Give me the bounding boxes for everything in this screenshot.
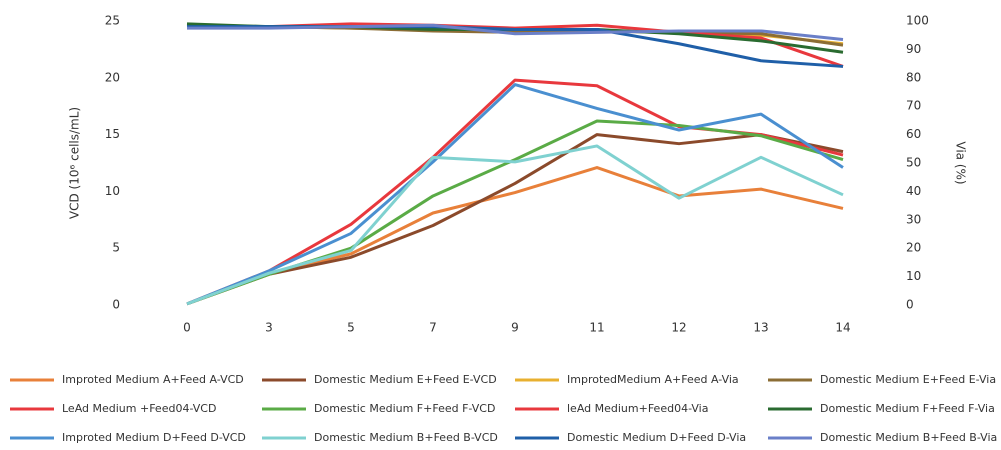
legend-label: Domestic Medium B+Feed B-Via	[820, 431, 997, 444]
y2-axis-label: Via (%)	[954, 141, 968, 184]
y2-tick-label: 0	[906, 298, 914, 312]
x-tick-label: 12	[671, 321, 686, 335]
legend-label: leAd Medium+Feed04-Via	[567, 402, 708, 415]
y2-tick-label: 90	[906, 42, 921, 56]
y2-tick-label: 50	[906, 156, 921, 170]
y2-tick-label: 10	[906, 269, 921, 283]
y-tick-label: 0	[112, 298, 120, 312]
legend-label: Domestic Medium E+Feed E-Via	[820, 373, 996, 386]
y-tick-label: 5	[112, 241, 120, 255]
x-tick-label: 14	[835, 321, 850, 335]
legend-label: Improted Medium A+Feed A-VCD	[62, 373, 244, 386]
x-tick-label: 3	[265, 321, 273, 335]
legend-label: Improted Medium D+Feed D-VCD	[62, 431, 246, 444]
y2-tick-label: 20	[906, 241, 921, 255]
y-tick-label: 15	[105, 127, 120, 141]
series-line	[186, 166, 844, 306]
x-tick-label: 0	[183, 321, 191, 335]
series-line	[186, 133, 844, 306]
legend-label: ImprotedMedium A+Feed A-Via	[567, 373, 739, 386]
series-line	[186, 119, 844, 306]
legend-label: LeAd Medium +Feed04-VCD	[62, 402, 216, 415]
x-tick-label: 11	[589, 321, 604, 335]
legend-label: Domestic Medium B+Feed B-VCD	[314, 431, 498, 444]
x-tick-label: 7	[429, 321, 437, 335]
legend-label: Domestic Medium F+Feed F-Via	[820, 402, 995, 415]
y-tick-label: 10	[105, 184, 120, 198]
x-tick-label: 5	[347, 321, 355, 335]
series-line	[186, 144, 844, 306]
x-tick-label: 13	[753, 321, 768, 335]
y-tick-label: 20	[105, 70, 120, 84]
legend-label: Domestic Medium F+Feed F-VCD	[314, 402, 495, 415]
y2-tick-label: 30	[906, 212, 921, 226]
y2-tick-label: 100	[906, 14, 929, 28]
y2-tick-label: 60	[906, 127, 921, 141]
x-tick-label: 9	[511, 321, 519, 335]
series-line	[187, 23, 844, 41]
legend-label: Domestic Medium D+Feed D-Via	[567, 431, 746, 444]
y-axis-label: VCD (10⁶ cells/mL)	[68, 107, 82, 219]
series-line	[186, 83, 844, 306]
y2-tick-label: 40	[906, 184, 921, 198]
y-tick-label: 25	[105, 14, 120, 28]
y2-tick-label: 80	[906, 70, 921, 84]
legend-label: Domestic Medium E+Feed E-VCD	[314, 373, 497, 386]
y2-tick-label: 70	[906, 99, 921, 113]
